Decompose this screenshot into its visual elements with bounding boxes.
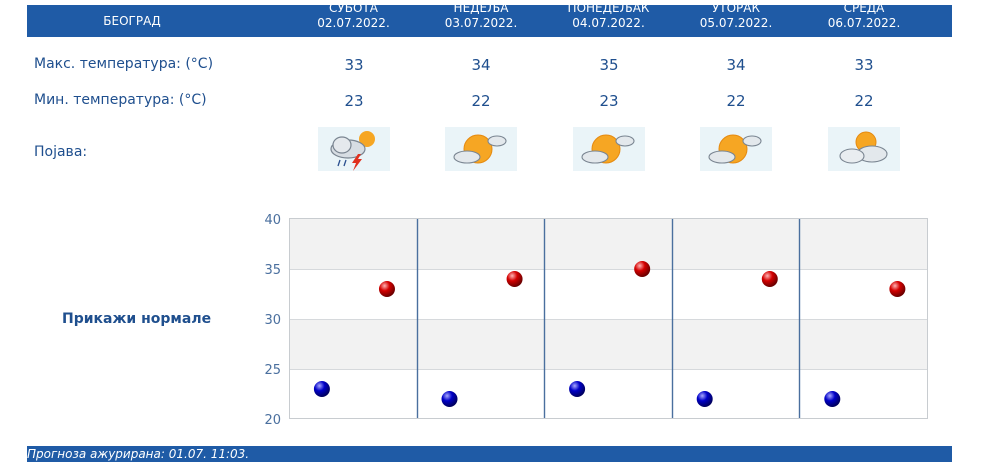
y-tick-label: 30 (264, 313, 281, 328)
partly-sunny-icon (445, 127, 517, 171)
chart-frame (289, 218, 928, 419)
day-header-2: НЕДЕЉА 03.07.2022. (417, 0, 545, 32)
partly-sunny-icon (700, 127, 772, 171)
min-temp-point (313, 381, 330, 397)
max-temp-value: 34 (471, 56, 491, 74)
min-temp-value: 22 (854, 92, 874, 110)
chart-band (290, 219, 928, 269)
max-temp-value: 34 (726, 56, 746, 74)
min-temp-point (824, 391, 841, 407)
day-date: 04.07.2022. (572, 16, 645, 30)
day-header-5: СРЕДА 06.07.2022. (800, 0, 928, 32)
footer-bar: Прогноза ажурирана: 01.07. 11:03. (27, 446, 952, 462)
day-header-4: УТОРАК 05.07.2022. (672, 0, 800, 32)
chart-band (290, 319, 928, 369)
max-temp-point (506, 271, 523, 287)
day-name: СУБОТА (329, 1, 378, 15)
y-tick-label: 35 (264, 263, 281, 278)
max-temp-value: 33 (854, 56, 874, 74)
min-temp-point (696, 391, 713, 407)
min-temp-label: Мин. температура: (°C) (34, 92, 207, 108)
min-temp-value: 23 (344, 92, 364, 110)
min-temp-value: 23 (599, 92, 619, 110)
max-temp-point (378, 281, 395, 297)
city-name: БЕОГРАД (103, 14, 161, 28)
min-temp-value: 22 (471, 92, 491, 110)
max-temp-point (889, 281, 906, 297)
partly-sunny-icon (573, 127, 645, 171)
max-temp-point (761, 271, 778, 287)
day-date: 05.07.2022. (699, 16, 773, 30)
day-name: СРЕДА (843, 1, 885, 15)
day-header-3: ПОНЕДЕЉАК 04.07.2022. (545, 0, 672, 32)
y-tick-label: 25 (264, 363, 281, 378)
day-date: 02.07.2022. (317, 16, 390, 30)
thunderstorm-partly-sunny-icon (318, 127, 390, 171)
y-tick-label: 40 (264, 213, 281, 228)
min-temp-point (569, 381, 586, 397)
show-normals-link[interactable]: Прикажи нормале (62, 311, 212, 327)
max-temp-value: 35 (599, 56, 619, 74)
day-name: УТОРАК (711, 1, 761, 15)
sun-behind-clouds-icon (828, 127, 900, 171)
day-name: НЕДЕЉА (453, 1, 509, 15)
max-temp-point (634, 261, 651, 277)
max-temp-label: Макс. температура: (°C) (34, 56, 214, 72)
min-temp-value: 22 (726, 92, 746, 110)
phenomenon-label: Појава: (34, 144, 88, 160)
day-name: ПОНЕДЕЉАК (567, 1, 650, 15)
max-temp-value: 33 (344, 56, 364, 74)
y-tick-label: 20 (264, 413, 281, 428)
header-bar (27, 5, 952, 37)
min-temp-point (441, 391, 458, 407)
day-date: 03.07.2022. (444, 16, 518, 30)
day-header-1: СУБОТА 02.07.2022. (290, 0, 417, 32)
forecast-updated-text: Прогноза ажурирана: 01.07. 11:03. (27, 447, 250, 461)
day-date: 06.07.2022. (827, 16, 901, 30)
